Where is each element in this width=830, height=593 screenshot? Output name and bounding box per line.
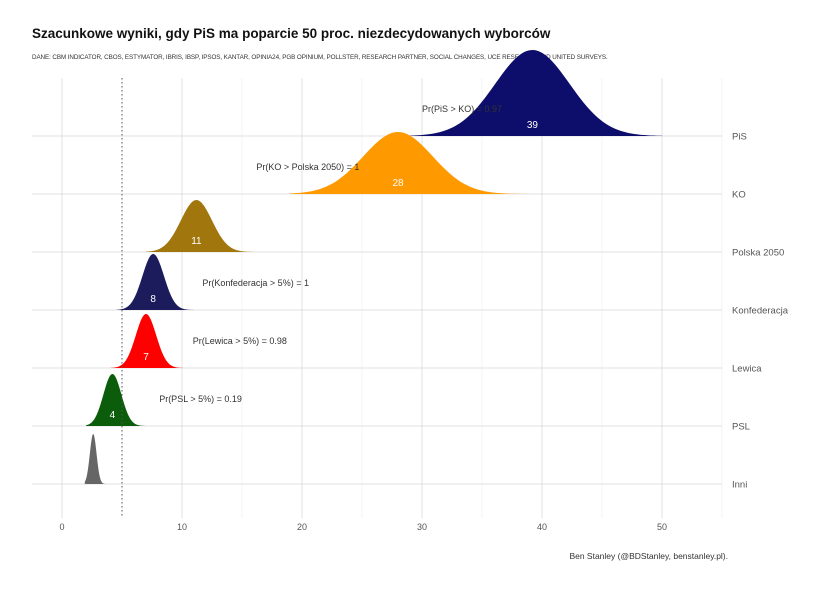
chart-title: Szacunkowe wyniki, gdy PiS ma poparcie 5…	[32, 26, 551, 41]
probability-annotation: Pr(Lewica > 5%) = 0.98	[193, 336, 287, 346]
density-polska-2050	[146, 200, 254, 252]
category-label: Polska 2050	[732, 248, 784, 259]
mode-label: 39	[527, 120, 539, 131]
probability-annotation: Pr(KO > Polska 2050) = 1	[256, 162, 359, 172]
category-label: Lewica	[732, 364, 762, 375]
category-label: PiS	[732, 132, 747, 143]
density-inni	[84, 434, 106, 484]
x-tick-label: 20	[297, 522, 307, 532]
x-tick-label: 30	[417, 522, 427, 532]
density-ko	[290, 132, 530, 194]
mode-label: 4	[110, 410, 116, 421]
mode-label: 7	[143, 352, 149, 363]
category-label: Konfederacja	[732, 306, 789, 317]
category-label: PSL	[732, 422, 750, 433]
probability-annotation: Pr(PiS > KO) = 0.97	[422, 104, 502, 114]
density-konfederacja	[116, 254, 194, 310]
probability-annotation: Pr(Konfederacja > 5%) = 1	[202, 278, 309, 288]
x-tick-label: 40	[537, 522, 547, 532]
x-tick-label: 0	[59, 522, 64, 532]
category-label: KO	[732, 190, 746, 201]
x-tick-label: 10	[177, 522, 187, 532]
density-lewica	[110, 314, 188, 368]
density-pis	[386, 50, 662, 136]
density-psl	[86, 374, 152, 426]
category-label: Inni	[732, 480, 747, 491]
probability-annotation: Pr(PSL > 5%) = 0.19	[159, 394, 242, 404]
chart-subtitle: DANE: CBM INDICATOR, CBOS, ESTYMATOR, IB…	[32, 54, 608, 61]
mode-label: 11	[191, 236, 202, 247]
x-tick-label: 50	[657, 522, 667, 532]
mode-label: 28	[392, 178, 404, 189]
chart-caption: Ben Stanley (@BDStanley, benstanley.pl).	[569, 551, 728, 561]
mode-label: 8	[150, 294, 156, 305]
